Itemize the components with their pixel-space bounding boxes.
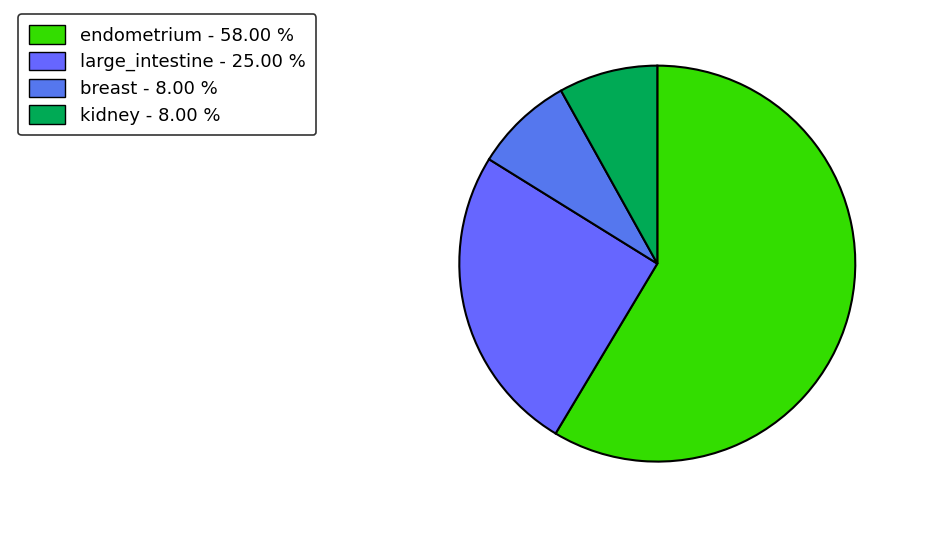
Wedge shape <box>459 159 657 434</box>
Wedge shape <box>556 66 855 462</box>
Legend: endometrium - 58.00 %, large_intestine - 25.00 %, breast - 8.00 %, kidney - 8.00: endometrium - 58.00 %, large_intestine -… <box>19 15 316 136</box>
Wedge shape <box>489 90 657 264</box>
Wedge shape <box>561 66 657 264</box>
